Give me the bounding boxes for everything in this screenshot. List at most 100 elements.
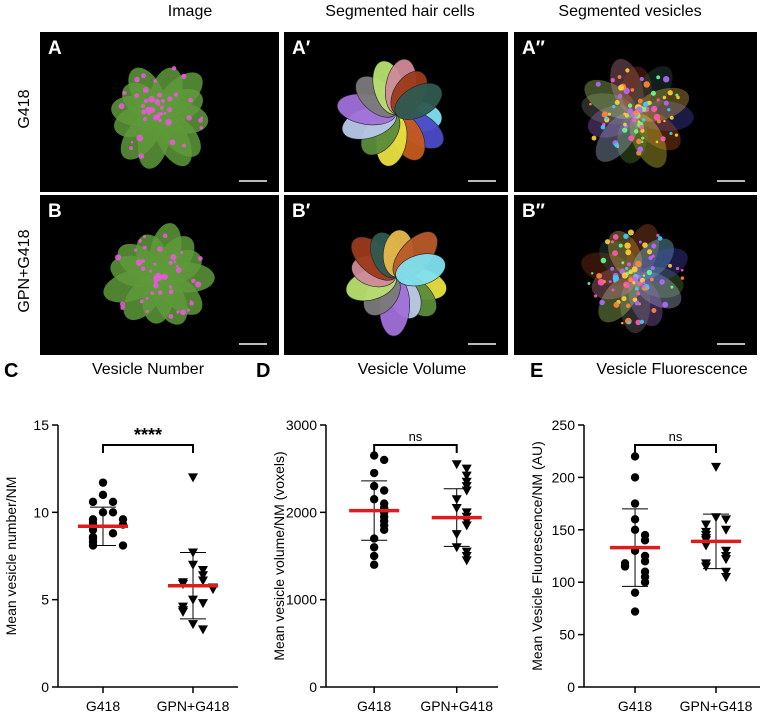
hair-cell bbox=[584, 79, 637, 119]
vesicle bbox=[614, 100, 620, 105]
vesicle bbox=[159, 105, 164, 110]
chart-title: Vesicle Fluorescence bbox=[596, 361, 747, 378]
y-tick-label: 1000 bbox=[286, 592, 317, 608]
data-point bbox=[88, 541, 98, 550]
data-point bbox=[198, 565, 208, 575]
vesicle bbox=[162, 233, 168, 239]
y-tick-label: 150 bbox=[552, 522, 576, 538]
vesicle bbox=[142, 245, 147, 250]
vesicle bbox=[122, 90, 127, 95]
vesicle bbox=[145, 310, 149, 314]
chart-vesicle-number: Vesicle Number Mean vesicle number/NM 0 5 10… bbox=[3, 361, 238, 714]
y-tick-label: 0 bbox=[567, 679, 575, 695]
vesicle bbox=[167, 96, 173, 102]
vesicle bbox=[199, 126, 204, 130]
vesicle bbox=[140, 104, 145, 108]
vesicle bbox=[669, 115, 674, 120]
vesicle bbox=[623, 283, 627, 286]
data-point bbox=[379, 486, 389, 495]
vesicle bbox=[186, 115, 192, 121]
vesicle bbox=[141, 73, 146, 79]
hair-cell bbox=[635, 87, 690, 122]
x-tick-label: GPN+G418 bbox=[157, 698, 230, 714]
micrograph-image bbox=[103, 223, 215, 325]
significance-bracket bbox=[373, 444, 458, 453]
vesicle bbox=[604, 116, 609, 120]
chart-letter-d: D bbox=[256, 360, 271, 382]
micrograph-image bbox=[345, 229, 447, 337]
panel-a: A bbox=[40, 32, 279, 192]
vesicle bbox=[642, 242, 648, 248]
vesicle bbox=[168, 313, 174, 319]
vesicle bbox=[651, 254, 655, 258]
vesicle bbox=[651, 105, 658, 113]
vesicle bbox=[624, 242, 631, 249]
x-tick-label: G418 bbox=[357, 698, 391, 714]
vesicle bbox=[634, 300, 640, 306]
vesicle bbox=[168, 289, 174, 295]
data-point bbox=[98, 490, 108, 500]
data-point bbox=[118, 541, 128, 550]
data-point bbox=[640, 536, 650, 545]
column-header-segmented-hair-cells: Segmented hair cells bbox=[325, 3, 475, 20]
vesicle bbox=[638, 274, 641, 278]
vesicle bbox=[141, 109, 147, 115]
data-point bbox=[188, 473, 198, 483]
vesicle bbox=[599, 299, 605, 306]
data-point bbox=[198, 576, 208, 586]
vesicle bbox=[650, 90, 656, 96]
micrograph-image bbox=[336, 58, 444, 167]
y-tick-label: 250 bbox=[552, 417, 576, 433]
data-point bbox=[369, 551, 379, 561]
vesicle bbox=[653, 113, 661, 121]
data-point bbox=[108, 497, 118, 507]
vesicle bbox=[627, 229, 634, 236]
data-point bbox=[620, 562, 630, 571]
vesicle bbox=[135, 259, 143, 266]
x-tick-label: GPN+G418 bbox=[680, 698, 753, 714]
scale-bar bbox=[468, 180, 496, 182]
vesicle bbox=[633, 129, 639, 134]
data-point bbox=[461, 486, 472, 496]
row-label-g418: G418 bbox=[16, 89, 33, 129]
data-point bbox=[451, 543, 462, 553]
panel-letter: B bbox=[48, 201, 62, 222]
vesicle bbox=[674, 133, 679, 137]
vesicle bbox=[668, 263, 672, 268]
hair-cell bbox=[621, 66, 652, 115]
vesicle bbox=[613, 301, 620, 308]
hair-cell bbox=[581, 252, 636, 286]
vesicle bbox=[625, 249, 632, 256]
y-tick-label: 3000 bbox=[286, 417, 317, 433]
vesicle bbox=[633, 274, 638, 278]
column-header-segmented-vesicles: Segmented vesicles bbox=[558, 3, 702, 20]
vesicle bbox=[142, 117, 148, 122]
vesicle bbox=[617, 93, 623, 99]
vesicle bbox=[612, 250, 618, 257]
chart-letter-c: C bbox=[4, 360, 19, 382]
vesicle bbox=[642, 284, 646, 288]
vesicle bbox=[628, 135, 635, 142]
panel-letter: A″ bbox=[522, 38, 545, 59]
data-point bbox=[188, 595, 198, 605]
y-tick-label: 10 bbox=[33, 504, 49, 520]
data-point bbox=[701, 541, 711, 551]
vesicle bbox=[656, 75, 661, 80]
vesicle bbox=[173, 260, 177, 263]
vesicle bbox=[612, 234, 619, 240]
significance-bracket bbox=[102, 444, 194, 453]
vesicle bbox=[596, 272, 603, 279]
panel-a-double-prime: A″ bbox=[514, 32, 757, 192]
micrograph-image bbox=[581, 224, 688, 334]
vesicle bbox=[612, 275, 620, 282]
data-point bbox=[451, 460, 462, 470]
data-point bbox=[451, 503, 462, 513]
vesicle bbox=[639, 124, 645, 130]
data-point bbox=[188, 620, 198, 630]
vesicle bbox=[165, 118, 172, 126]
vesicle bbox=[621, 272, 628, 279]
vesicle bbox=[163, 111, 167, 115]
vesicle bbox=[167, 107, 173, 113]
vesicle bbox=[670, 285, 674, 289]
vesicle bbox=[155, 272, 162, 279]
